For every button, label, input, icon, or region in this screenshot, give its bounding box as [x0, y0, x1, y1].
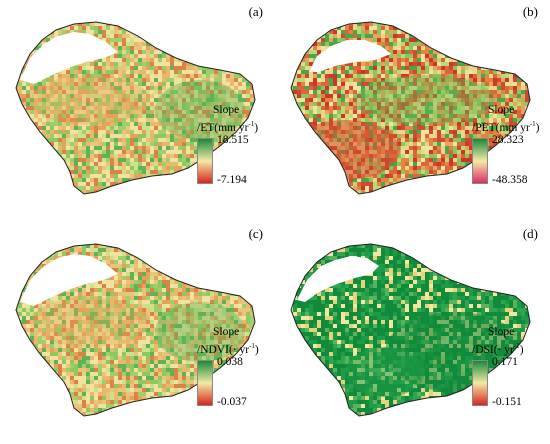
- raster-region: [155, 302, 245, 362]
- legend-min-label: -0.037: [217, 396, 247, 408]
- legend-unit: /ET(mm yr-1): [197, 120, 259, 134]
- no-data-area: [297, 256, 379, 302]
- legend-title: Slope: [213, 326, 240, 338]
- region-boundary: [290, 21, 531, 195]
- legend-colorbar: [197, 138, 213, 184]
- legend-max-label: 0.038: [217, 356, 243, 368]
- panel-label: (a): [248, 4, 263, 19]
- raster-fill: [291, 22, 530, 194]
- legend-unit: /DSI(· yr-1): [472, 342, 524, 356]
- panel-label: (b): [522, 4, 538, 19]
- raster-region: [30, 297, 150, 347]
- legend-max-label: 18.515: [217, 134, 249, 146]
- legend-colorbar: [472, 138, 488, 184]
- legend-max-label: 0.171: [492, 356, 518, 368]
- region-boundary: [15, 21, 256, 195]
- no-data-area: [20, 254, 118, 306]
- region-boundary: [290, 243, 531, 417]
- panel-b: (b) Slope /PET(mm yr-1) 28.323 -48.358: [275, 0, 550, 222]
- no-data-area: [20, 32, 118, 84]
- raster-region: [345, 347, 425, 397]
- legend-title: Slope: [488, 104, 515, 116]
- raster-region: [155, 80, 245, 140]
- map-d: [290, 243, 531, 417]
- legend-unit: /PET(mm yr-1): [472, 120, 540, 134]
- panel-label: (d): [522, 226, 538, 241]
- region-boundary: [15, 243, 256, 417]
- raster-region: [30, 75, 150, 125]
- panel-label: (c): [248, 226, 263, 241]
- legend-title: Slope: [213, 104, 240, 116]
- legend: Slope /NDVI(· yr-1) 0.038 -0.037: [195, 326, 273, 436]
- legend-min-label: -0.151: [492, 396, 522, 408]
- legend-min-label: -48.358: [492, 174, 528, 186]
- map-a: [15, 21, 256, 195]
- legend-title: Slope: [488, 326, 515, 338]
- legend: Slope /PET(mm yr-1) 28.323 -48.358: [470, 104, 548, 214]
- legend-colorbar: [197, 360, 213, 406]
- legend: Slope /ET(mm yr-1) 18.515 -7.194: [195, 104, 273, 214]
- map-b: [290, 21, 531, 195]
- legend-max-label: 28.323: [492, 134, 524, 146]
- panel-d: (d) Slope /DSI(· yr-1) 0.171 -0.151: [275, 222, 550, 444]
- panel-c: (c) Slope /NDVI(· yr-1) 0.038 -0.037: [0, 222, 275, 444]
- legend-unit: /NDVI(· yr-1): [197, 342, 259, 356]
- legend: Slope /DSI(· yr-1) 0.171 -0.151: [470, 326, 548, 436]
- no-data-area: [309, 40, 391, 72]
- raster-region: [355, 75, 495, 125]
- map-c: [15, 243, 256, 417]
- legend-colorbar: [472, 360, 488, 406]
- legend-min-label: -7.194: [217, 174, 247, 186]
- panel-a: (a) Slope /ET(mm yr-1) 18.515 -7.194: [0, 0, 275, 222]
